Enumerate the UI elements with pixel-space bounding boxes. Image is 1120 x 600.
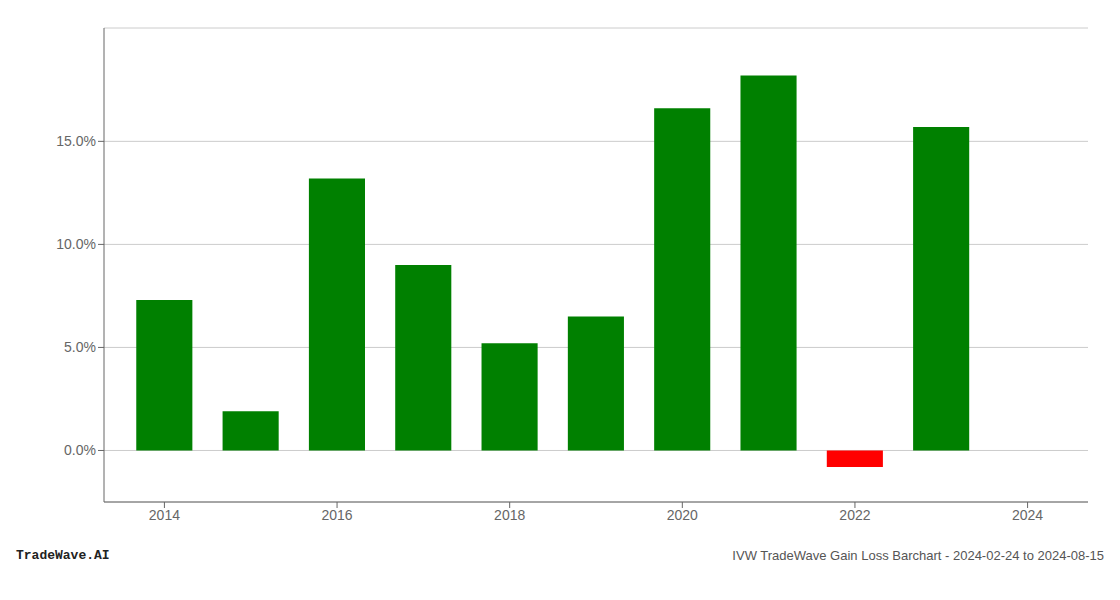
svg-text:2020: 2020	[667, 507, 698, 523]
html-text:IVW TradeWave Gain Loss Barcha: IVW TradeWave Gain Loss Barchart - 2024-…	[732, 548, 1104, 563]
svg-text:15.0%: 15.0%	[56, 133, 96, 149]
svg-text:10.0%: 10.0%	[56, 236, 96, 252]
html-text:TradeWave.AI: TradeWave.AI	[16, 548, 110, 563]
svg-text:2014: 2014	[149, 507, 180, 523]
svg-text:2022: 2022	[839, 507, 870, 523]
svg-text:5.0%: 5.0%	[64, 339, 96, 355]
svg-text:2016: 2016	[321, 507, 352, 523]
svg-text:2018: 2018	[494, 507, 525, 523]
svg-text:2024: 2024	[1012, 507, 1043, 523]
svg-text:0.0%: 0.0%	[64, 442, 96, 458]
